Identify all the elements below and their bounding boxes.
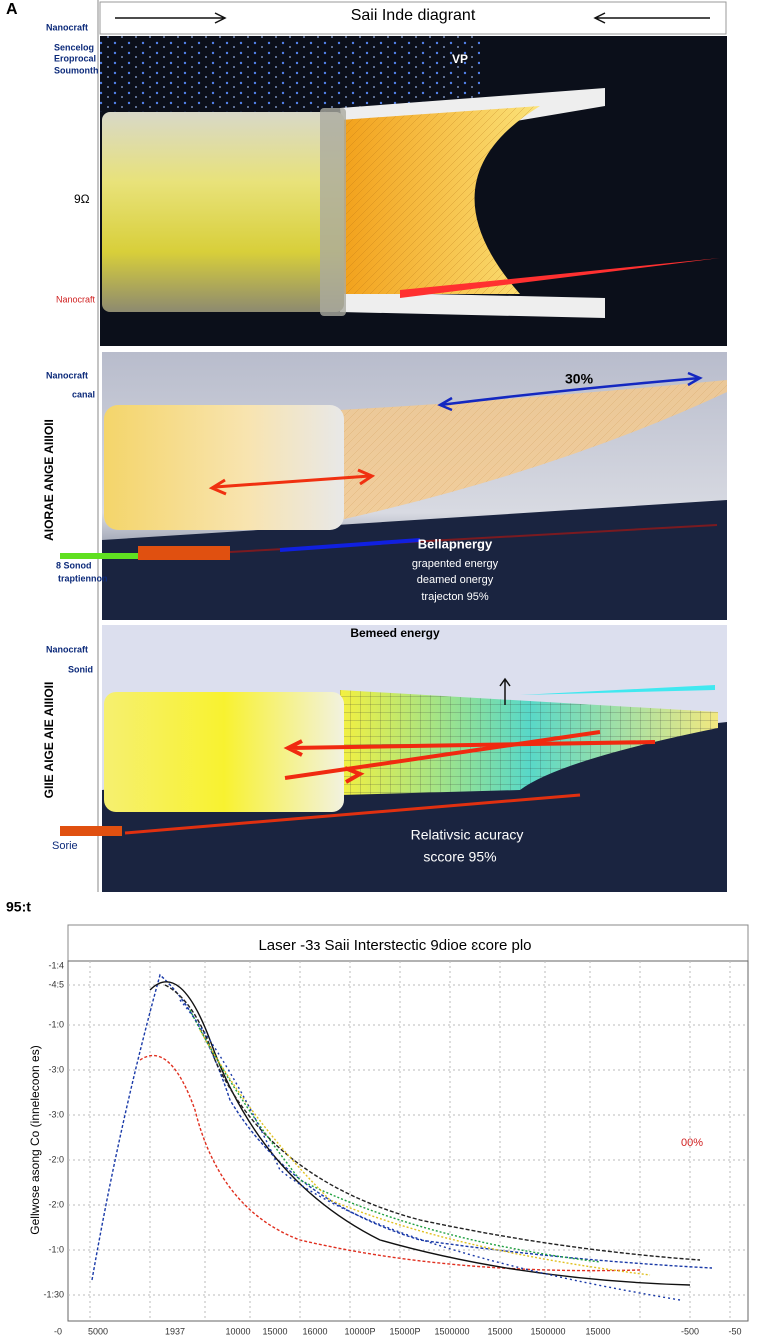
energy-line: Bellapnergy — [418, 536, 493, 551]
plot-area — [67, 960, 749, 1322]
cone-mesh — [340, 380, 727, 520]
y-tick-label: -2:0 — [48, 1199, 64, 1209]
side-label: Soumonth — [54, 65, 99, 75]
star-field — [100, 36, 480, 112]
x-tick-label: 1500000 — [434, 1326, 469, 1336]
source-bar — [60, 826, 122, 836]
side-label: Nanocraft — [46, 22, 88, 32]
panel-label: A — [6, 1, 18, 18]
energy-line: grapented energy — [412, 558, 499, 570]
x-tick-label: -50 — [728, 1326, 741, 1336]
energy-line: deamed onergy — [417, 574, 494, 586]
panel-2: 30% Bellapnergy grapented energy deamed … — [60, 352, 727, 620]
cylinder-ring — [320, 108, 346, 316]
accuracy-line: Relativsic acuracy — [411, 827, 524, 843]
x-tick-label: 15000 — [262, 1326, 287, 1336]
source-bar — [60, 553, 140, 559]
y-tick-label: -1:4 — [48, 960, 64, 970]
arrow-double — [437, 371, 703, 412]
beam — [124, 793, 581, 835]
cylinder — [104, 692, 344, 812]
cone-edge — [340, 292, 605, 318]
x-tick-label: 15000 — [585, 1326, 610, 1336]
x-tick-label: 5000 — [88, 1326, 108, 1336]
side-label: Nanocraft — [46, 644, 88, 654]
y-tick-label: -2:0 — [48, 1154, 64, 1164]
section-label: 95:t — [6, 899, 31, 915]
side-label: Eroprocal — [54, 53, 96, 63]
grid — [68, 961, 748, 1321]
arrow — [284, 730, 601, 784]
header-title: Saii Inde diagrant — [351, 7, 476, 24]
energy-line: trajecton 95% — [421, 591, 488, 603]
annotation: VP — [452, 52, 468, 66]
laser-beam — [400, 258, 720, 298]
x-tick-label: 15000P — [389, 1326, 420, 1336]
x-tick-label: 1500000 — [530, 1326, 565, 1336]
plot-title: Laser -3з Saii Interstectic 9dioe ɛcore … — [258, 937, 531, 954]
x-tick-label: 1937 — [165, 1326, 185, 1336]
x-tick-label: 10000 — [225, 1326, 250, 1336]
beam — [520, 685, 715, 695]
x-tick-label: 10000P — [344, 1326, 375, 1336]
arrow-left — [593, 12, 710, 24]
side-label: Sonid — [68, 664, 93, 674]
cylinder — [102, 112, 344, 312]
y-tick-label: -4:5 — [48, 979, 64, 989]
y-ticks: -1:4 -4:5 -1:0 -3:0 -3:0 -2:0 -2:0 -1:0 … — [43, 960, 64, 1299]
panel-3: Bemeed energy Relativsic acuracy sccore … — [60, 625, 727, 892]
y-tick-label: -3:0 — [48, 1109, 64, 1119]
y-tick-label: -3:0 — [48, 1064, 64, 1074]
side-label: traptiennon — [58, 573, 108, 583]
arrow — [283, 739, 656, 757]
side-label: 8 Sonod — [56, 560, 92, 570]
side-label: Sorie — [52, 840, 78, 852]
plot-annotation: 00% — [681, 1137, 703, 1149]
x-tick-label: -0 — [54, 1326, 62, 1336]
x-ticks: -0 5000 1937 10000 15000 16000 10000P 15… — [54, 1326, 742, 1336]
vertical-label: AIORAE ANGE AIIIOII — [42, 419, 56, 541]
panel-title: Bemeed energy — [350, 626, 440, 640]
side-label: Nanocraft — [46, 370, 88, 380]
accuracy-line: sccore 95% — [423, 849, 496, 865]
panel-1: VP — [100, 36, 727, 346]
vertical-label: GIIE AIGE AIE AIIIOII — [42, 682, 56, 799]
side-label: canal — [72, 389, 95, 399]
side-label: Sencelog — [54, 42, 94, 52]
beam — [279, 538, 421, 552]
y-tick-label: -1:0 — [48, 1244, 64, 1254]
percent-label: 30% — [565, 371, 594, 387]
cone-mesh — [340, 106, 540, 294]
side-label: Nanocraft — [56, 294, 96, 304]
arrow-up — [499, 677, 511, 705]
source-bar — [138, 546, 230, 560]
curves — [91, 973, 713, 1301]
x-tick-label: 16000 — [302, 1326, 327, 1336]
arrow-double — [208, 468, 376, 496]
x-tick-label: 15000 — [487, 1326, 512, 1336]
cylinder — [104, 405, 344, 530]
y-label: Gellwose asong Co (innelecoon es) — [28, 1045, 42, 1234]
plot-title-box — [67, 924, 749, 962]
y-tick-label: -1:30 — [43, 1289, 64, 1299]
y-tick-label: -1:0 — [48, 1019, 64, 1029]
axis-label: 9Ω — [74, 192, 90, 206]
arrow-right — [115, 12, 227, 24]
x-tick-label: -500 — [681, 1326, 699, 1336]
